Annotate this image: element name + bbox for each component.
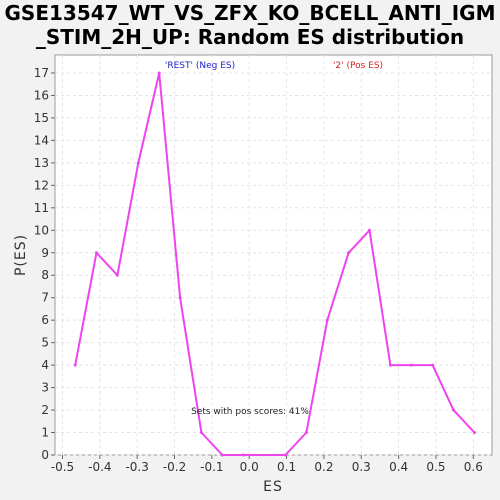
y-tick-label: 14: [34, 133, 49, 147]
x-tick-label: -0.3: [125, 460, 148, 474]
data-point: [431, 363, 435, 367]
data-point: [73, 363, 77, 367]
y-tick-label: 11: [34, 201, 49, 215]
data-point: [115, 273, 119, 277]
y-tick-label: 4: [41, 358, 49, 372]
y-tick-label: 12: [34, 178, 49, 192]
y-tick-label: 7: [41, 291, 49, 305]
x-axis-label: ES: [263, 479, 283, 495]
x-tick-label: 0.4: [389, 460, 408, 474]
x-tick-label: 0.5: [426, 460, 445, 474]
y-tick-label: 16: [34, 88, 49, 102]
y-tick-label: 9: [41, 246, 49, 260]
y-tick-label: 6: [41, 313, 49, 327]
annotation-pos-scores: Sets with pos scores: 41%: [191, 407, 309, 417]
data-point: [283, 453, 287, 457]
data-point: [220, 453, 224, 457]
y-tick-label: 15: [34, 111, 49, 125]
data-point: [452, 408, 456, 412]
y-tick-label: 0: [41, 448, 49, 462]
data-point: [304, 431, 308, 435]
grid: [55, 55, 492, 456]
annotation-pos: '2' (Pos ES): [333, 61, 383, 71]
data-point: [94, 251, 98, 255]
y-tick-label: 3: [41, 381, 49, 395]
data-point: [472, 431, 476, 435]
y-tick-label: 1: [41, 426, 49, 440]
x-tick-label: 0.0: [240, 460, 259, 474]
data-point: [409, 363, 413, 367]
data-point: [241, 453, 245, 457]
y-tick-label: 2: [41, 403, 49, 417]
y-tick-label: 13: [34, 156, 49, 170]
y-tick-label: 8: [41, 268, 49, 282]
series-layer: [73, 71, 476, 457]
x-axis-ticks: -0.5 -0.4 -0.3 -0.2 -0.1 0.0 0.1 0.2 0.3 0.4 0.5 0.…: [51, 455, 483, 474]
x-tick-label: 0.1: [277, 460, 296, 474]
data-point: [388, 363, 392, 367]
y-tick-label: 10: [34, 223, 49, 237]
data-point: [157, 71, 161, 75]
data-point: [347, 251, 351, 255]
x-tick-label: -0.2: [163, 460, 186, 474]
data-point: [199, 431, 203, 435]
data-point: [367, 228, 371, 232]
data-point: [178, 296, 182, 300]
y-axis-label: P(ES): [13, 234, 29, 276]
annotation-neg: 'REST' (Neg ES): [165, 61, 235, 71]
plot-area: [54, 54, 493, 456]
x-tick-label: -0.1: [200, 460, 223, 474]
chart-title-line-2: _STIM_2H_UP: Random ES distribution: [35, 25, 465, 49]
x-tick-label: 0.2: [314, 460, 333, 474]
x-tick-label: 0.3: [352, 460, 371, 474]
x-tick-label: -0.4: [88, 460, 111, 474]
data-point: [136, 161, 140, 165]
chart-title-line-1: GSE13547_WT_VS_ZFX_KO_BCELL_ANTI_IGM: [4, 1, 496, 25]
data-point: [325, 318, 329, 322]
y-tick-label: 17: [34, 66, 49, 80]
y-tick-label: 5: [41, 336, 49, 350]
x-tick-label: 0.6: [464, 460, 483, 474]
x-tick-label: -0.5: [51, 460, 74, 474]
